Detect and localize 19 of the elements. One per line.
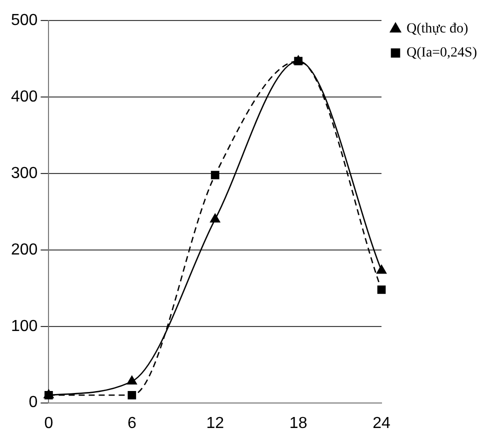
x-tick-label: 18: [289, 414, 308, 432]
y-tick-label: 300: [10, 164, 38, 182]
x-tick-label: 12: [206, 414, 224, 432]
x-tick-label: 6: [127, 414, 136, 432]
point: [376, 264, 386, 274]
point: [126, 376, 137, 385]
legend-label: Q(Ia=0,24S): [406, 46, 478, 61]
point: [210, 170, 220, 180]
y-tick-label: 100: [10, 318, 38, 335]
y-tick-label: 0: [28, 394, 38, 412]
x-tick-label: 24: [372, 414, 391, 432]
y-tick-label: 200: [10, 241, 38, 258]
y-tick-label: 400: [10, 88, 38, 106]
point: [210, 214, 220, 222]
legend-label: Q(thực đo): [406, 22, 468, 37]
point: [377, 285, 386, 294]
y-tick-label: 500: [10, 12, 38, 30]
x-tick-label: 0: [44, 414, 54, 432]
point: [128, 390, 136, 400]
